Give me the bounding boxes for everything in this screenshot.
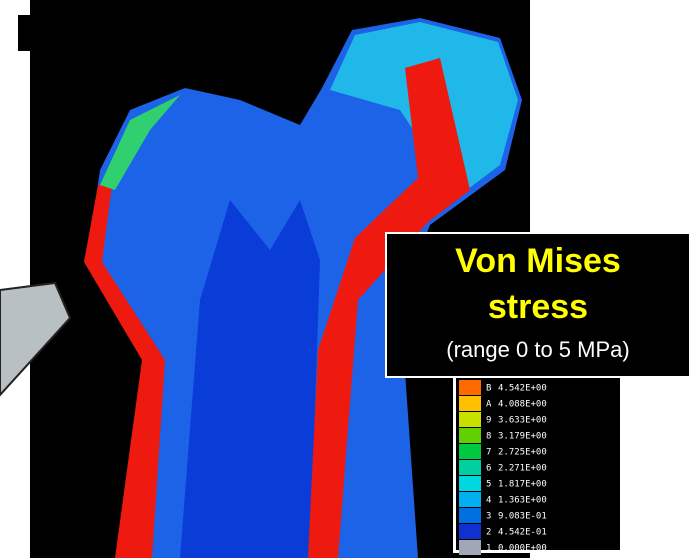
legend-index: 1 [486, 544, 491, 554]
legend-label: 4.542E-01 [498, 528, 547, 538]
legend-index: B [486, 384, 491, 394]
legend-index: 4 [486, 496, 491, 506]
legend-index: 6 [486, 464, 491, 474]
callout-title: Von Mises [455, 242, 621, 280]
legend-swatch [459, 412, 481, 427]
legend-swatch [459, 524, 481, 539]
legend-swatch [459, 508, 481, 523]
legend-index: 3 [486, 512, 491, 522]
legend-label: 3.179E+00 [498, 432, 547, 442]
legend-label: 2.725E+00 [498, 448, 547, 458]
figure: Von Mises stress (range 0 to 5 MPa) B 4.5… [0, 0, 692, 558]
legend-label: 4.542E+00 [498, 384, 547, 394]
callout-subtitle: (range 0 to 5 MPa) [446, 337, 629, 362]
legend-swatch [459, 380, 481, 395]
legend-index: 7 [486, 448, 491, 458]
legend-swatch [459, 444, 481, 459]
legend-index: 8 [486, 432, 491, 442]
legend-swatch [459, 540, 481, 555]
legend-label: 9.083E-01 [498, 512, 547, 522]
legend-index: 2 [486, 528, 491, 538]
legend-swatch [459, 396, 481, 411]
callout-title: stress [488, 288, 588, 326]
legend-swatch [459, 428, 481, 443]
legend-label: 0.000E+00 [498, 544, 547, 554]
legend-swatch [459, 476, 481, 491]
legend-swatch [459, 460, 481, 475]
legend-label: 2.271E+00 [498, 464, 547, 474]
legend-label: 4.088E+00 [498, 400, 547, 410]
legend-swatch [459, 492, 481, 507]
legend-label: 1.817E+00 [498, 480, 547, 490]
legend-index: 9 [486, 416, 491, 426]
legend-label: 3.633E+00 [498, 416, 547, 426]
legend-label: 1.363E+00 [498, 496, 547, 506]
legend-index: 5 [486, 480, 491, 490]
legend-index: A [486, 400, 492, 410]
